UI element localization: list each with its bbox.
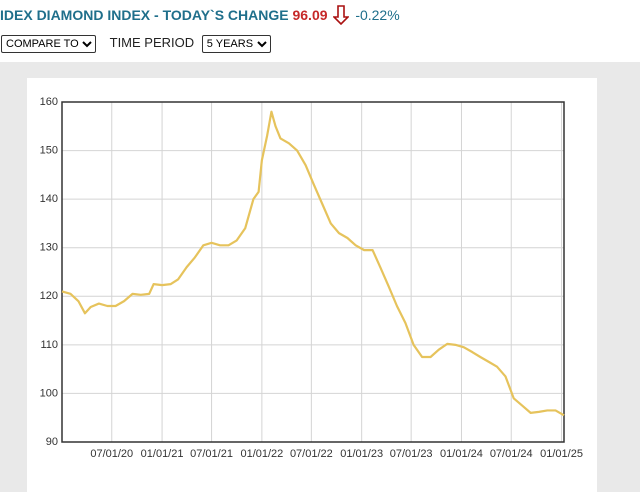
y-tick-label: 130 <box>40 242 58 254</box>
x-tick-label: 07/01/24 <box>490 448 533 460</box>
header: IDEX DIAMOND INDEX - TODAY`S CHANGE 96.0… <box>0 5 400 26</box>
compare-select[interactable]: COMPARE TO <box>1 35 96 53</box>
y-tick-label: 140 <box>40 193 58 205</box>
x-tick-label: 07/01/22 <box>290 448 333 460</box>
x-tick-label: 01/01/21 <box>141 448 184 460</box>
x-tick-label: 07/01/23 <box>390 448 433 460</box>
chart: 90 100 110 120 130 140 150 160 07/01/20 01/01/21 0… <box>0 62 640 492</box>
x-tick-label: 01/01/25 <box>540 448 583 460</box>
y-tick-label: 90 <box>46 436 58 448</box>
price-line <box>61 110 565 417</box>
x-tick-label: 01/01/24 <box>440 448 483 460</box>
period-select[interactable]: 5 YEARS <box>201 35 271 53</box>
y-tick-label: 110 <box>40 339 58 351</box>
controls: COMPARE TO TIME PERIOD 5 YEARS <box>1 35 271 53</box>
x-tick-label: 01/01/22 <box>240 448 283 460</box>
x-tick-label: 01/01/23 <box>340 448 383 460</box>
plot-border <box>61 101 565 443</box>
price: 96.09 <box>292 7 328 23</box>
time-period-label: TIME PERIOD <box>109 35 195 50</box>
chart-card <box>27 78 597 492</box>
change: -0.22% <box>355 7 400 23</box>
title: IDEX DIAMOND INDEX - TODAY`S CHANGE <box>0 7 289 23</box>
y-tick-label: 150 <box>40 144 58 156</box>
x-tick-label: 07/01/21 <box>190 448 233 460</box>
down-arrow-icon <box>332 5 351 26</box>
x-tick-label: 07/01/20 <box>90 448 133 460</box>
y-tick-label: 160 <box>40 96 58 108</box>
y-tick-label: 120 <box>40 290 58 302</box>
y-tick-label: 100 <box>40 387 58 399</box>
